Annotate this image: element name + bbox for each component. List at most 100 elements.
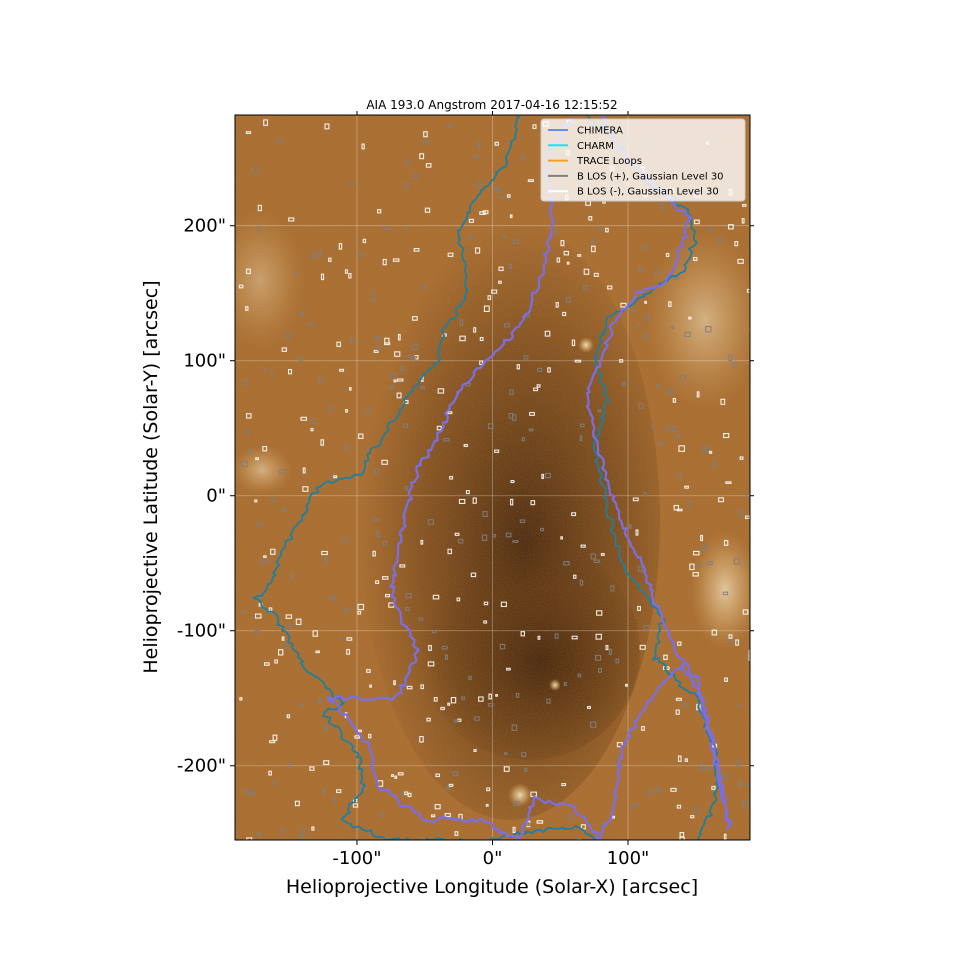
blos-positive-contour <box>504 752 508 756</box>
blos-positive-contour <box>285 332 292 339</box>
blos-negative-contour <box>561 783 567 787</box>
blos-negative-contour <box>506 667 511 671</box>
blos-positive-contour <box>468 675 472 681</box>
blos-negative-contour <box>312 630 318 637</box>
blos-negative-contour <box>427 661 435 667</box>
blos-negative-contour <box>588 216 593 221</box>
blos-negative-contour <box>285 614 293 619</box>
blos-positive-contour <box>266 559 271 563</box>
blos-negative-contour <box>465 490 470 495</box>
blos-negative-contour <box>494 141 499 146</box>
blos-negative-contour <box>692 550 700 556</box>
blos-positive-contour <box>521 155 525 161</box>
blos-negative-contour <box>527 179 534 183</box>
blos-positive-contour <box>745 783 749 787</box>
blos-negative-contour <box>498 266 504 272</box>
blos-negative-contour <box>728 634 733 639</box>
blos-negative-contour <box>274 659 279 664</box>
blos-negative-contour <box>472 497 477 504</box>
blos-negative-contour <box>573 574 577 579</box>
blos-positive-contour <box>725 775 730 779</box>
blos-negative-contour <box>310 428 314 432</box>
blos-positive-contour <box>405 607 410 612</box>
blos-negative-contour <box>348 387 352 391</box>
blos-positive-contour <box>453 719 459 723</box>
blos-negative-contour <box>711 785 716 790</box>
blos-positive-contour <box>738 780 743 787</box>
blos-negative-contour <box>447 702 451 706</box>
blos-positive-contour <box>481 534 488 541</box>
blos-positive-contour <box>422 285 426 289</box>
blos-negative-contour <box>741 218 745 224</box>
blos-positive-contour <box>383 226 390 231</box>
blos-positive-contour <box>374 335 381 341</box>
blos-negative-contour <box>735 639 740 646</box>
blos-negative-contour <box>320 439 325 446</box>
blos-negative-contour <box>338 243 343 250</box>
blos-negative-contour <box>294 800 300 807</box>
blos-negative-contour <box>678 445 685 452</box>
blos-positive-contour <box>301 829 307 833</box>
blos-negative-contour <box>394 775 398 779</box>
blos-negative-contour <box>391 774 394 777</box>
blos-negative-contour <box>541 473 544 480</box>
blos-positive-contour <box>546 698 551 704</box>
blos-negative-contour <box>255 457 259 461</box>
blos-positive-contour <box>457 538 464 544</box>
blos-positive-contour <box>643 625 650 631</box>
blos-negative-contour <box>723 539 729 546</box>
blos-negative-contour <box>748 654 750 661</box>
blos-negative-contour <box>479 360 484 365</box>
blos-negative-contour <box>381 459 388 465</box>
blos-positive-contour <box>665 425 671 431</box>
blos-positive-contour <box>591 238 595 244</box>
blos-positive-contour <box>488 702 494 707</box>
blos-negative-contour <box>239 697 243 701</box>
blos-positive-contour <box>371 289 375 294</box>
blos-positive-contour <box>508 412 514 419</box>
blos-positive-contour <box>628 524 632 529</box>
blos-negative-contour <box>692 571 699 577</box>
blos-negative-contour <box>336 341 342 347</box>
blos-positive-contour <box>459 319 464 326</box>
blos-negative-contour <box>530 500 536 506</box>
blos-positive-contour <box>696 563 701 568</box>
blos-negative-contour <box>394 351 401 357</box>
blos-negative-contour <box>444 812 451 818</box>
x-axis-label: Helioprojective Longitude (Solar-X) [arc… <box>286 876 698 898</box>
blos-positive-contour <box>402 423 409 428</box>
blos-positive-contour <box>579 579 584 586</box>
chimera-contour <box>326 115 733 840</box>
blos-positive-contour <box>519 519 526 524</box>
blos-positive-contour <box>390 373 397 379</box>
blos-negative-contour <box>315 650 320 654</box>
blos-negative-contour <box>500 601 507 608</box>
blos-negative-contour <box>676 508 683 512</box>
blos-negative-contour <box>506 194 511 198</box>
blos-negative-contour <box>354 735 360 739</box>
blos-positive-contour <box>505 532 512 538</box>
blos-positive-contour <box>284 642 289 649</box>
blos-positive-contour <box>523 355 529 360</box>
blos-negative-contour <box>690 815 695 819</box>
blos-positive-contour <box>509 389 514 395</box>
blos-negative-contour <box>591 245 596 253</box>
legend-label: TRACE Loops <box>576 156 642 167</box>
blos-negative-contour <box>470 572 477 578</box>
blos-positive-contour <box>638 402 644 409</box>
y-tick-label: 200" <box>183 216 226 237</box>
blos-positive-contour <box>735 760 741 767</box>
blos-negative-contour <box>491 289 498 294</box>
blos-positive-contour <box>502 235 506 238</box>
blos-positive-contour <box>288 762 293 769</box>
blos-positive-contour <box>528 428 534 432</box>
blos-positive-contour <box>376 531 380 538</box>
blos-positive-contour <box>344 444 350 451</box>
blos-negative-contour <box>700 534 704 542</box>
blos-positive-contour <box>474 716 480 721</box>
blos-positive-contour <box>521 437 525 442</box>
blos-positive-contour <box>705 447 709 454</box>
blos-negative-contour <box>302 486 309 492</box>
blos-negative-contour <box>639 644 646 650</box>
blos-negative-contour <box>254 499 258 503</box>
